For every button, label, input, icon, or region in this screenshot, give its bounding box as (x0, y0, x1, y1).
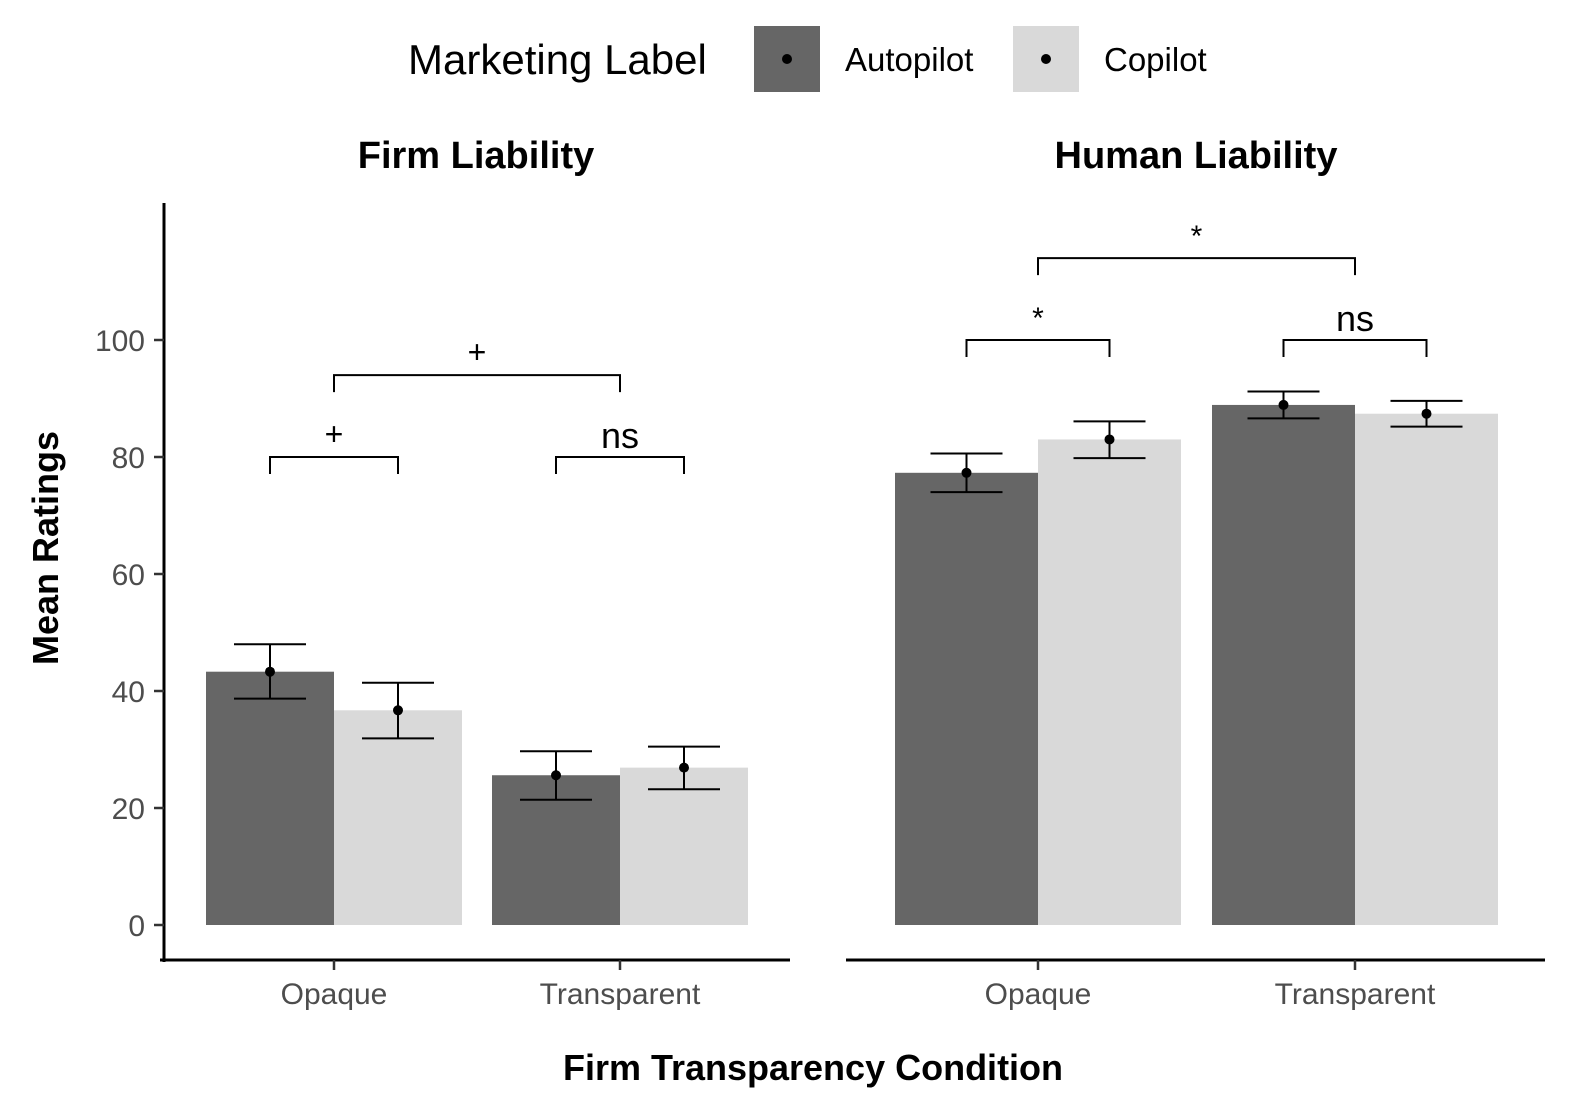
significance-bracket: * (1037, 220, 1356, 276)
x-tick-label: Transparent (540, 978, 701, 1011)
significance-bracket: * (965, 302, 1111, 357)
bar-copilot (1038, 439, 1181, 925)
bracket-line (965, 339, 1111, 357)
legend-title: Marketing Label (408, 36, 707, 83)
significance-bracket: ns (1282, 298, 1428, 357)
bracket-line (555, 456, 685, 474)
significance-bracket: + (333, 334, 621, 393)
y-tick-label: 0 (128, 910, 145, 943)
bar-copilot (334, 710, 462, 925)
legend: Marketing Label Autopilot Copilot (408, 26, 1207, 92)
y-tick-label: 60 (112, 559, 145, 592)
significance-label: + (325, 416, 344, 452)
mean-point (1421, 408, 1432, 419)
y-axis-title: Mean Ratings (25, 431, 66, 665)
facet-human-liability: Human Liability Opaque Transparent * ns * (846, 135, 1545, 1011)
bracket-line (1037, 257, 1356, 276)
significance-label: * (1191, 220, 1203, 253)
significance-label: * (1032, 302, 1044, 335)
significance-label: + (468, 334, 487, 370)
facet-firm-liability: Firm Liability Opaque Transparent + ns + (160, 135, 790, 1011)
mean-point (1104, 434, 1115, 445)
legend-label: Autopilot (845, 41, 973, 78)
bar-autopilot (895, 472, 1038, 925)
facet-title: Human Liability (1055, 135, 1338, 177)
significance-bracket: + (269, 416, 399, 474)
bracket-line (333, 374, 621, 393)
x-tick-label: Opaque (985, 978, 1092, 1011)
mean-point (1278, 399, 1289, 410)
legend-key-point (1041, 54, 1051, 64)
mean-point (551, 770, 561, 781)
mean-point (961, 467, 972, 478)
y-axis: 0 20 40 60 80 100 (95, 203, 166, 962)
y-tick-label: 40 (112, 676, 145, 709)
legend-key-point (782, 54, 792, 64)
x-tick-label: Opaque (281, 978, 388, 1011)
x-tick-label: Transparent (1275, 978, 1436, 1011)
bracket-line (269, 456, 399, 474)
y-tick-label: 80 (112, 442, 145, 475)
significance-label: ns (601, 415, 639, 456)
bracket-line (1282, 339, 1428, 357)
x-axis-title: Firm Transparency Condition (563, 1047, 1063, 1088)
bar-copilot (620, 767, 748, 925)
mean-point (265, 666, 275, 677)
significance-bracket: ns (555, 415, 685, 474)
bar-autopilot (206, 671, 334, 925)
mean-point (393, 705, 403, 716)
facet-title: Firm Liability (358, 135, 594, 177)
bar-autopilot (1212, 404, 1355, 925)
legend-label: Copilot (1104, 41, 1207, 78)
mean-point (679, 762, 689, 773)
y-tick-label: 100 (95, 325, 145, 358)
bar-copilot (1355, 413, 1498, 925)
y-tick-label: 20 (112, 793, 145, 826)
significance-label: ns (1336, 298, 1374, 339)
